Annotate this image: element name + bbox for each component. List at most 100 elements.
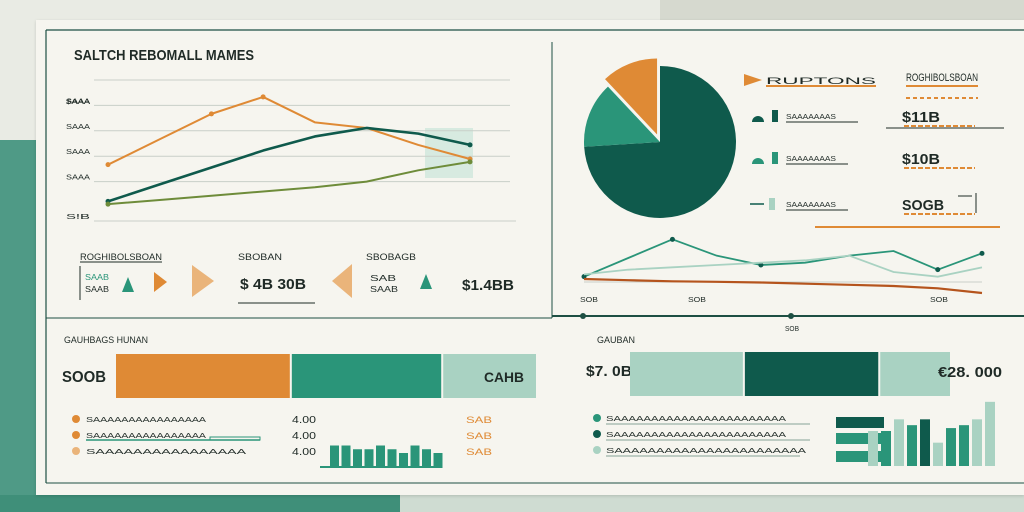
bar-icon — [772, 152, 778, 164]
divider-dot-left — [580, 313, 586, 319]
data-point — [467, 142, 473, 148]
background-teal-bottom — [0, 495, 400, 512]
mini-bar — [410, 445, 420, 468]
semi-circle-icon — [752, 116, 764, 122]
horizontal-mini-bar — [836, 451, 884, 462]
mini-bar — [881, 431, 891, 466]
mini-bar — [972, 419, 982, 466]
right-panel-header: RUPTONS — [766, 76, 876, 86]
y-tick-label: SAAA — [66, 175, 90, 182]
stacked-bar-right-end-label: €28. 000 — [938, 364, 1002, 381]
line-chart-secondary: SOB SOB SOB SOB — [580, 236, 985, 333]
series-line — [583, 238, 983, 278]
play-icon — [154, 272, 167, 292]
play-icon — [192, 265, 214, 297]
stacked-bar-segment — [630, 352, 743, 396]
mini-bar — [399, 453, 408, 468]
bottom-left-row-label: SAAAAAAAAAAAAAAAA — [86, 433, 206, 440]
stacked-bar-segment — [291, 354, 442, 398]
divider-dot-mid — [788, 313, 794, 319]
x-tick-label: SOB — [580, 297, 598, 304]
mini-bar — [946, 428, 956, 466]
mini-bar — [920, 419, 930, 466]
y-tick-label: SAAA — [66, 124, 90, 131]
pie-slice — [605, 58, 658, 135]
right-panel: RUPTONS ROGHIBOLSBOAN SAAAAAAAS $11B SAAAA… — [744, 72, 1004, 228]
stacked-bar-segment — [443, 354, 536, 398]
right-panel-row-value: $10B — [902, 151, 940, 168]
kpi-right-small-bottom: SAAB — [370, 285, 398, 294]
bottom-left-right-value: SAB — [466, 431, 492, 441]
data-point — [105, 201, 111, 207]
up-triangle-icon — [122, 277, 134, 292]
kpi-left-value-bottom: SAAB — [85, 285, 109, 294]
right-panel-row-label: SAAAAAAAS — [786, 156, 836, 163]
legend-dot — [593, 446, 601, 454]
bottom-right-header: GAUBAN — [597, 335, 635, 345]
up-triangle-icon — [420, 274, 432, 289]
bottom-left-row-label: SAAAAAAAAAAAAAAAA — [86, 417, 206, 424]
dashboard-paper — [36, 20, 1024, 495]
data-point — [467, 159, 473, 165]
right-panel-row-value: SOGB — [902, 197, 944, 214]
series-line — [107, 160, 471, 206]
y-tick-label: SAAA — [66, 149, 90, 156]
mini-bar — [330, 445, 339, 468]
bottom-left-row-value: 4.00 — [292, 447, 317, 458]
stacked-bar-segment — [116, 354, 290, 398]
mini-bar — [364, 449, 374, 468]
kpi-right-value: $1.4BB — [462, 277, 514, 294]
right-panel-row-label: SAAAAAAAS — [786, 114, 836, 121]
mini-bar — [894, 419, 904, 466]
play-icon — [744, 74, 762, 86]
reverse-play-icon — [332, 264, 352, 298]
stacked-bar-right-label: $7. 0B — [586, 363, 632, 380]
pie-slice — [584, 86, 660, 147]
mini-bar — [907, 425, 917, 466]
data-point — [935, 267, 941, 273]
x-tick-label: SOB — [930, 297, 948, 304]
x-tick-label: SOB — [785, 326, 799, 333]
semi-circle-icon — [752, 158, 764, 164]
series-line — [107, 95, 471, 166]
legend-dot — [593, 430, 601, 438]
bottom-left-section: GAUHBAGS HUNAN SOOB CAHB SAAAAAAAAAAAAAA… — [62, 335, 536, 468]
kpi-mid-value: $ 4B 30B — [240, 276, 306, 293]
kpi-header-left: ROGHIBOLSBOAN — [80, 252, 162, 262]
data-point — [669, 236, 675, 242]
y-tick-label: S!B — [66, 214, 91, 221]
bottom-left-right-value: SAB — [466, 447, 492, 457]
x-tick-label: SOB — [688, 297, 706, 304]
data-point — [260, 94, 266, 100]
pie-chart — [584, 58, 736, 218]
background-light-bottom — [400, 495, 1024, 512]
legend-dot — [593, 414, 601, 422]
mini-bar — [422, 449, 431, 468]
series-line — [583, 277, 983, 295]
kpi-header-mid: SBOBAN — [238, 252, 282, 262]
kpi-row: ROGHIBOLSBOAN SBOBAN SBOBAGB SAAB SAAB $… — [79, 252, 514, 304]
bottom-right-row-label: SAAAAAAAAAAAAAAAAAAAAAAA — [606, 416, 787, 423]
kpi-left-value-top: SAAB — [85, 273, 109, 282]
bar-icon — [772, 110, 778, 122]
bar-icon — [769, 198, 775, 210]
page-title: SALTCH REBOMALL MAMES — [74, 47, 254, 64]
stacked-bar-left-end-label: CAHB — [484, 369, 524, 385]
series-line — [107, 126, 471, 203]
mini-bar — [353, 449, 362, 468]
series-line — [583, 254, 983, 278]
kpi-header-right: SBOBAGB — [366, 252, 416, 262]
mini-bar — [959, 425, 969, 466]
bottom-left-row-value: 4.00 — [292, 415, 317, 426]
mini-bar — [376, 445, 385, 468]
stacked-bar-segment — [744, 352, 879, 396]
y-tick-label: $AAA — [66, 99, 90, 106]
data-point — [208, 111, 214, 117]
mini-bar — [933, 442, 943, 466]
kpi-right-small-top: SAB — [370, 274, 396, 283]
bottom-left-header: GAUHBAGS HUNAN — [64, 335, 148, 345]
mini-bar — [433, 453, 443, 468]
bottom-left-row-label: SAAAAAAAAAAAAAAAA — [86, 449, 247, 456]
